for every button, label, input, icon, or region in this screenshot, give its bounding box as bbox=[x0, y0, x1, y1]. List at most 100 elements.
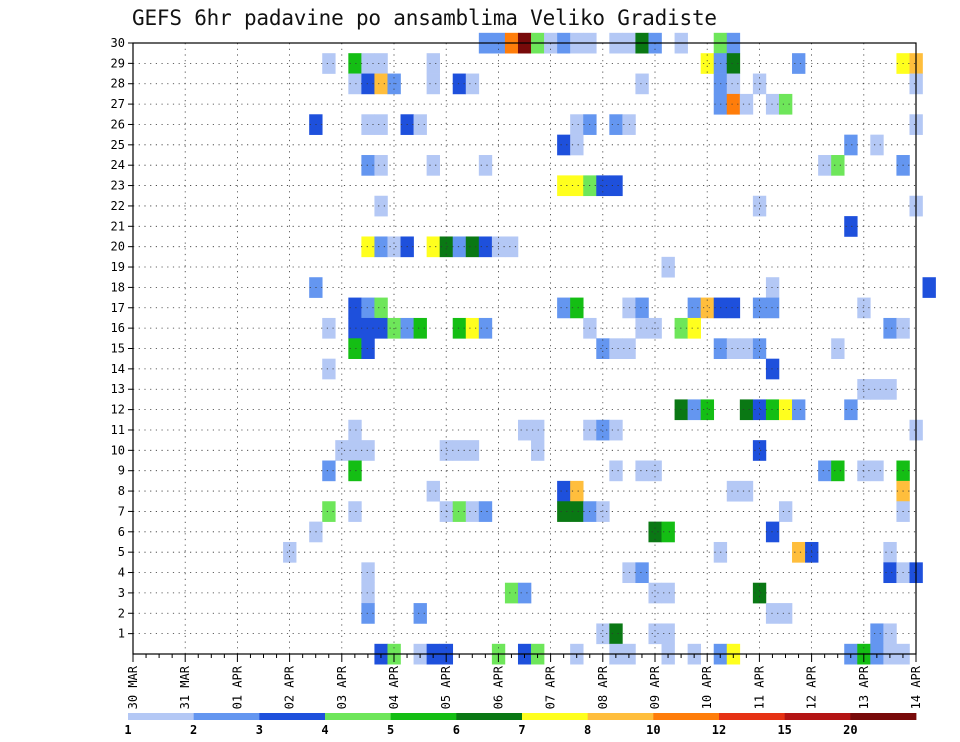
heatmap-cell bbox=[687, 399, 701, 421]
heatmap-cell bbox=[752, 399, 767, 421]
heatmap-cell bbox=[792, 53, 806, 74]
heatmap-cell bbox=[361, 562, 375, 584]
heatmap-cell bbox=[870, 623, 884, 645]
heatmap-cell bbox=[517, 582, 532, 604]
heatmap-cell bbox=[426, 73, 440, 95]
heatmap-cell bbox=[322, 358, 336, 380]
heatmap-cell bbox=[700, 53, 715, 74]
heatmap-cell bbox=[778, 93, 793, 115]
heatmap-cell bbox=[374, 236, 388, 258]
heatmap-cell bbox=[609, 175, 623, 197]
legend-label: 10 bbox=[646, 723, 660, 737]
heatmap-cell bbox=[478, 236, 493, 258]
heatmap-cell bbox=[439, 236, 454, 258]
heatmap-cell bbox=[752, 195, 767, 217]
heatmap-cell bbox=[439, 440, 454, 461]
heatmap-cell bbox=[596, 623, 610, 645]
x-tick-label: 09 APR bbox=[648, 665, 662, 709]
legend-color-swatch bbox=[325, 713, 392, 720]
heatmap-cells bbox=[283, 32, 936, 665]
heatmap-cell bbox=[361, 236, 375, 258]
heatmap-cell bbox=[726, 53, 741, 74]
legend-color-swatch bbox=[653, 713, 720, 720]
heatmap-cell bbox=[818, 460, 832, 482]
y-tick-label: 4 bbox=[118, 566, 125, 580]
heatmap-cell bbox=[739, 399, 754, 421]
heatmap-cell bbox=[778, 399, 793, 421]
x-tick-label: 03 APR bbox=[335, 665, 349, 709]
heatmap-cell bbox=[348, 338, 362, 359]
heatmap-cell bbox=[348, 317, 362, 339]
heatmap-cell bbox=[661, 582, 675, 604]
heatmap-cell bbox=[361, 338, 375, 359]
heatmap-cell bbox=[609, 338, 623, 359]
heatmap-cell bbox=[857, 379, 871, 400]
heatmap-cell bbox=[570, 175, 584, 197]
heatmap-cell bbox=[374, 297, 388, 319]
heatmap-cell bbox=[361, 603, 375, 624]
heatmap-cell bbox=[570, 501, 584, 522]
legend-label: 8 bbox=[584, 723, 591, 737]
x-tick-label: 30 MAR bbox=[126, 665, 140, 709]
heatmap-cell bbox=[609, 114, 623, 135]
heatmap-cell bbox=[831, 460, 845, 482]
y-tick-label: 7 bbox=[118, 504, 125, 518]
y-axis-ticks: 1234567891011121314151617181920212223242… bbox=[111, 36, 133, 641]
x-tick-label: 08 APR bbox=[596, 665, 610, 709]
heatmap-cell bbox=[831, 155, 845, 176]
heatmap-cell bbox=[765, 399, 780, 421]
y-tick-label: 28 bbox=[111, 77, 125, 91]
heatmap-cell bbox=[283, 541, 297, 563]
y-tick-label: 19 bbox=[111, 260, 125, 274]
legend-color-swatch bbox=[128, 713, 195, 720]
heatmap-cell bbox=[426, 480, 440, 502]
heatmap-cell bbox=[635, 317, 649, 339]
heatmap-cell bbox=[870, 460, 884, 482]
y-tick-label: 8 bbox=[118, 484, 125, 498]
y-tick-label: 27 bbox=[111, 97, 125, 111]
heatmap-cell bbox=[661, 256, 675, 278]
heatmap-cell bbox=[504, 236, 519, 258]
heatmap-cell bbox=[752, 440, 767, 461]
heatmap-cell bbox=[648, 623, 662, 645]
heatmap-cell bbox=[752, 582, 767, 604]
heatmap-cell bbox=[478, 155, 493, 176]
y-tick-label: 1 bbox=[118, 627, 125, 641]
x-tick-label: 12 APR bbox=[805, 665, 819, 709]
heatmap-cell bbox=[348, 460, 362, 482]
heatmap-cell bbox=[726, 297, 741, 319]
legend-color-swatch bbox=[719, 713, 786, 720]
heatmap-cell bbox=[374, 317, 388, 339]
heatmap-cell bbox=[348, 501, 362, 522]
heatmap-cell bbox=[700, 399, 715, 421]
x-tick-label: 02 APR bbox=[283, 665, 297, 709]
heatmap-cell bbox=[818, 155, 832, 176]
x-tick-label: 14 APR bbox=[909, 665, 923, 709]
heatmap-cell bbox=[922, 277, 936, 298]
heatmap-cell bbox=[557, 134, 571, 156]
heatmap-cell bbox=[570, 134, 584, 156]
heatmap-cell bbox=[687, 317, 701, 339]
heatmap-cell bbox=[426, 53, 440, 74]
heatmap-cell bbox=[778, 501, 793, 522]
y-tick-label: 25 bbox=[111, 138, 125, 152]
legend-label: 20 bbox=[843, 723, 857, 737]
x-tick-label: 05 APR bbox=[439, 665, 453, 709]
heatmap-cell bbox=[609, 460, 623, 482]
heatmap-cell bbox=[726, 73, 741, 95]
legend-label: 15 bbox=[777, 723, 791, 737]
heatmap-cell bbox=[648, 521, 662, 543]
heatmap-cell bbox=[883, 317, 897, 339]
chart-title: GEFS 6hr padavine po ansamblima Veliko G… bbox=[132, 6, 717, 30]
legend-label: 4 bbox=[321, 723, 328, 737]
heatmap-cell bbox=[609, 623, 623, 645]
heatmap-cell bbox=[478, 501, 493, 522]
y-tick-label: 14 bbox=[111, 362, 125, 376]
heatmap-cell bbox=[465, 236, 480, 258]
y-tick-label: 24 bbox=[111, 158, 125, 172]
y-tick-label: 22 bbox=[111, 199, 125, 213]
heatmap-cell bbox=[361, 582, 375, 604]
heatmap-cell bbox=[361, 317, 375, 339]
heatmap-cell bbox=[857, 297, 871, 319]
y-tick-label: 30 bbox=[111, 36, 125, 50]
